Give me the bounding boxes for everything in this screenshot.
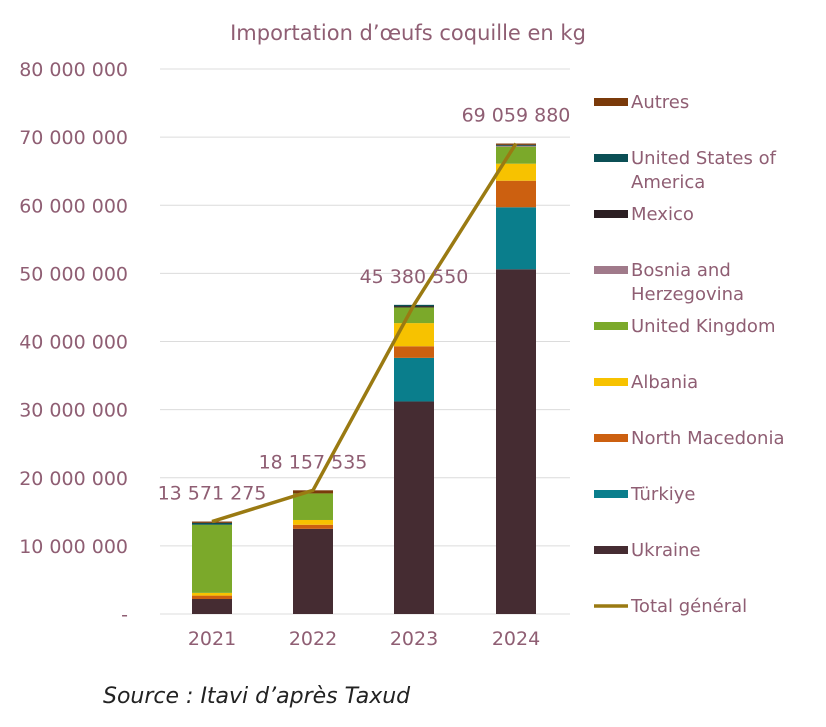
bars (192, 143, 536, 614)
y-tick-label: 20 000 000 (19, 468, 128, 490)
x-tick-label: 2022 (289, 628, 337, 650)
x-tick-label: 2023 (390, 628, 438, 650)
bar-segment-north-macedonia-2021 (192, 595, 232, 600)
bar-segment-united-kingdom-2022 (293, 493, 333, 520)
bar-segment-united-kingdom-2021 (192, 524, 232, 593)
legend: Autres United States of America Mexico Bosni… (594, 92, 784, 617)
stacked-bar-chart: Importation d’œufs coquille en kg - 10 00… (19, 21, 784, 650)
total-line (211, 142, 518, 524)
bar-segment-ukraine-2022 (293, 528, 333, 614)
total-data-label: 18 157 535 (259, 451, 368, 473)
x-tick-label: 2021 (188, 628, 236, 650)
legend-swatch-bosnia-and-herzegovina (594, 266, 628, 274)
legend-swatch-albania (594, 378, 628, 386)
bar-segment-united-states-of-america-2021 (192, 522, 232, 525)
legend-swatch-united-kingdom (594, 322, 628, 330)
bar-segment-united-kingdom-2024 (496, 146, 536, 164)
bar-segment-ukraine-2021 (192, 599, 232, 614)
legend-label-autres: Autres (631, 92, 689, 113)
source-note: Source : Itavi d’après Taxud (103, 684, 411, 709)
bar-segment-t-rkiye-2023 (394, 357, 434, 402)
y-tick-label: 80 000 000 (19, 59, 128, 81)
legend-label-bosnia-and-herzegovina: Herzegovina (631, 284, 744, 305)
y-tick-label: - (121, 604, 128, 626)
y-axis-ticks: - 10 000 000 20 000 000 30 000 000 40 000 00… (19, 59, 128, 626)
legend-label-t-rkiye: Türkiye (630, 484, 696, 505)
x-axis-ticks: 2021 2022 2023 2024 (188, 628, 540, 650)
bar-segment-t-rkiye-2024 (496, 207, 536, 270)
chart-title: Importation d’œufs coquille en kg (230, 21, 586, 45)
bar-segment-albania-2023 (394, 323, 434, 347)
legend-label-ukraine: Ukraine (631, 540, 701, 561)
bar-segment-north-macedonia-2023 (394, 346, 434, 358)
total-data-label: 69 059 880 (462, 105, 571, 127)
bar-segment-north-macedonia-2022 (293, 524, 333, 529)
legend-label-united-states-of-america: America (631, 172, 705, 193)
bar-segment-united-kingdom-2023 (394, 307, 434, 324)
legend-swatch-autres (594, 98, 628, 106)
bar-segment-albania-2022 (293, 519, 333, 525)
legend-label-bosnia-and-herzegovina: Bosnia and (631, 260, 731, 281)
legend-swatch-north-macedonia (594, 434, 628, 442)
legend-swatch-ukraine (594, 546, 628, 554)
y-tick-label: 50 000 000 (19, 263, 128, 285)
total-data-label: 13 571 275 (158, 483, 267, 505)
bar-segment-ukraine-2023 (394, 401, 434, 614)
y-tick-label: 40 000 000 (19, 332, 128, 354)
total-data-label: 45 380 550 (360, 266, 469, 288)
y-tick-label: 70 000 000 (19, 127, 128, 149)
x-tick-label: 2024 (492, 628, 540, 650)
bar-segment-north-macedonia-2024 (496, 180, 536, 208)
y-tick-label: 30 000 000 (19, 400, 128, 422)
legend-label-mexico: Mexico (631, 204, 694, 225)
total-general-line (211, 142, 518, 524)
legend-swatch-united-states-of-america (594, 154, 628, 162)
bar-segment-autres-2021 (192, 521, 232, 523)
legend-swatch-mexico (594, 210, 628, 218)
legend-label-united-states-of-america: United States of (631, 148, 777, 169)
bar-segment-albania-2024 (496, 163, 536, 181)
legend-label-total-g-n-ral: Total général (630, 596, 747, 617)
legend-label-north-macedonia: North Macedonia (631, 428, 784, 449)
y-tick-label: 10 000 000 (19, 536, 128, 558)
legend-label-united-kingdom: United Kingdom (631, 316, 775, 337)
bar-segment-ukraine-2024 (496, 269, 536, 614)
y-tick-label: 60 000 000 (19, 195, 128, 217)
legend-swatch-t-rkiye (594, 490, 628, 498)
total-labels: 13 571 275 18 157 535 45 380 550 69 059 880 (158, 105, 571, 505)
legend-label-albania: Albania (631, 372, 698, 393)
bar-segment-albania-2021 (192, 592, 232, 596)
